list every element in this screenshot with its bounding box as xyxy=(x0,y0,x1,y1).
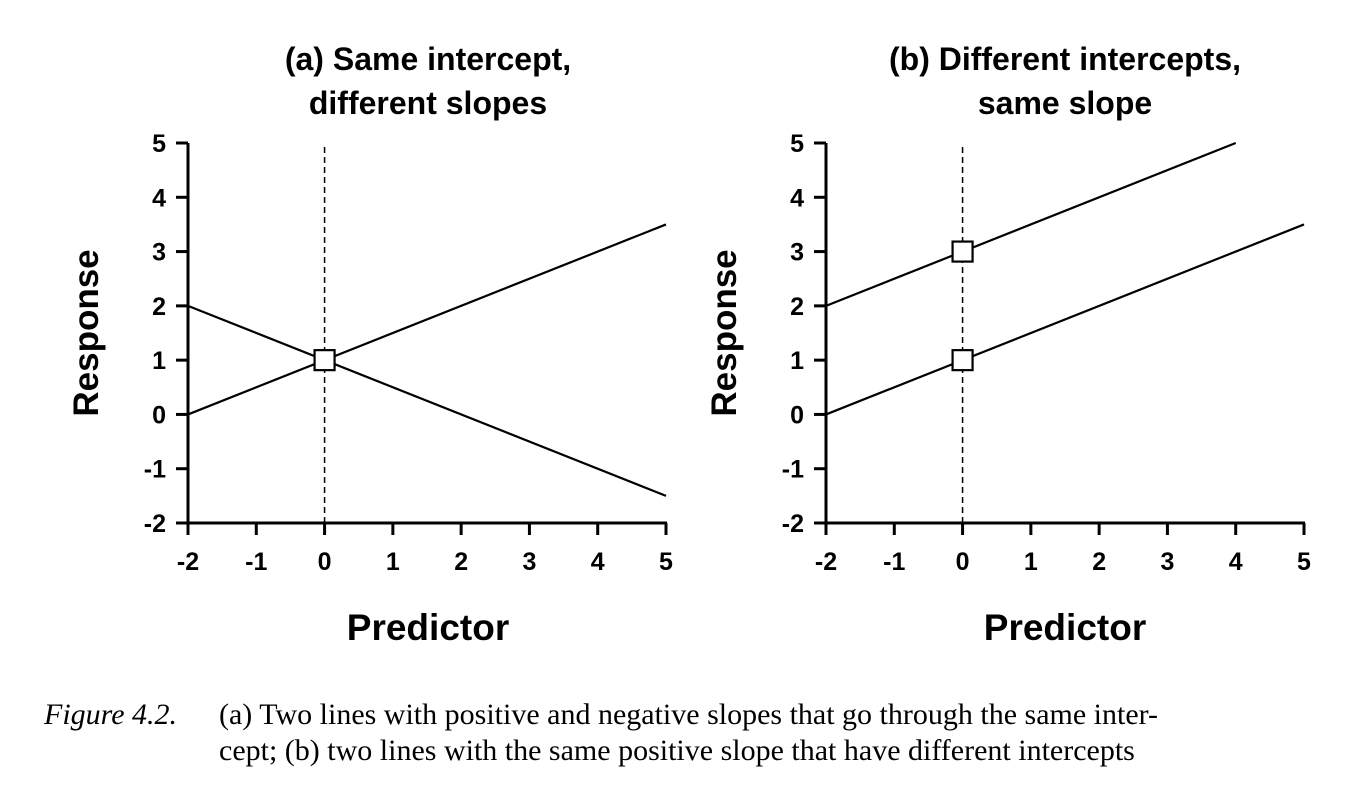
caption-text: (a) Two lines with positive and negative… xyxy=(219,697,1339,769)
panel-b-x-tick-label: 5 xyxy=(1297,548,1311,576)
panel-b-y-tick-label: 3 xyxy=(790,239,804,267)
panel-b-y-tick-label: 5 xyxy=(790,130,804,158)
panel-b-marker-1 xyxy=(951,240,974,263)
panel-b-y-tick-label: 0 xyxy=(790,401,804,429)
panel-a-y-axis-label: Response xyxy=(67,249,106,416)
panel-a-x-tick-label: -2 xyxy=(177,548,199,576)
panel-a-x-tick-label: 2 xyxy=(454,548,468,576)
panel-b-x-tick-label: -2 xyxy=(815,548,837,576)
panel-a-y-tick-label: 5 xyxy=(152,130,166,158)
panel-a-x-tick-label: 5 xyxy=(659,548,673,576)
panel-b-y-tick-label: -1 xyxy=(782,456,804,484)
panel-a-x-tick-label: 0 xyxy=(318,548,332,576)
panel-b-chart: (b) Different intercepts, same slope -2 -1 0… xyxy=(705,41,1311,648)
panel-a-x-tick-label: 1 xyxy=(386,548,400,576)
panel-a-title-line-1: (a) Same intercept, xyxy=(285,41,571,77)
panel-a-y-tick-label: 0 xyxy=(152,401,166,429)
panel-a-series-line-1 xyxy=(187,223,667,416)
panel-a-y-tick-label: 4 xyxy=(152,184,166,212)
panel-a-y-tick-label: 3 xyxy=(152,239,166,267)
caption-line-1: (a) Two lines with positive and negative… xyxy=(219,698,1159,731)
panel-a-y-tick-label: -2 xyxy=(144,510,166,538)
panel-b-x-tick-label: 4 xyxy=(1229,548,1243,576)
panel-b-y-tick-label: 4 xyxy=(790,184,804,212)
panel-a-y-tick-label: 2 xyxy=(152,293,166,321)
panel-b-title-line-2: same slope xyxy=(978,85,1152,121)
panel-a-chart: (a) Same intercept, different slopes -2 -1 0… xyxy=(67,41,673,648)
panel-a-series-line-2 xyxy=(187,304,667,497)
panel-b-x-tick-label: -1 xyxy=(883,548,905,576)
panel-b-x-axis-label: Predictor xyxy=(984,607,1146,648)
panel-a-x-axis-label: Predictor xyxy=(347,607,509,648)
caption-line-2: cept; (b) two lines with the same positi… xyxy=(219,734,1135,767)
panel-b-title-line-1: (b) Different intercepts, xyxy=(889,41,1241,77)
panel-b-y-tick-label: 1 xyxy=(790,347,804,375)
panel-a-x-tick-label: -1 xyxy=(245,548,267,576)
panel-b-x-tick-label: 1 xyxy=(1024,548,1038,576)
panel-b-series-line-1 xyxy=(825,141,1237,307)
panel-a-marker-1 xyxy=(313,349,336,372)
panel-a-x-tick-label: 4 xyxy=(591,548,605,576)
panel-b-x-tick-label: 0 xyxy=(956,548,970,576)
panel-b-y-tick-label: -2 xyxy=(782,510,804,538)
panel-a-title-line-2: different slopes xyxy=(309,85,547,121)
panel-a-y-tick-label: -1 xyxy=(144,456,166,484)
panel-b-x-tick-label: 3 xyxy=(1160,548,1174,576)
panel-b-series-line-2 xyxy=(825,223,1305,416)
panel-a-y-tick-label: 1 xyxy=(152,347,166,375)
panel-a-x-tick-label: 3 xyxy=(522,548,536,576)
caption-label: Figure 4.2. xyxy=(44,698,178,731)
panel-b-marker-2 xyxy=(951,349,974,372)
panel-b-y-axis-label: Response xyxy=(705,249,744,416)
panel-b-x-tick-label: 2 xyxy=(1092,548,1106,576)
panel-b-y-tick-label: 2 xyxy=(790,293,804,321)
